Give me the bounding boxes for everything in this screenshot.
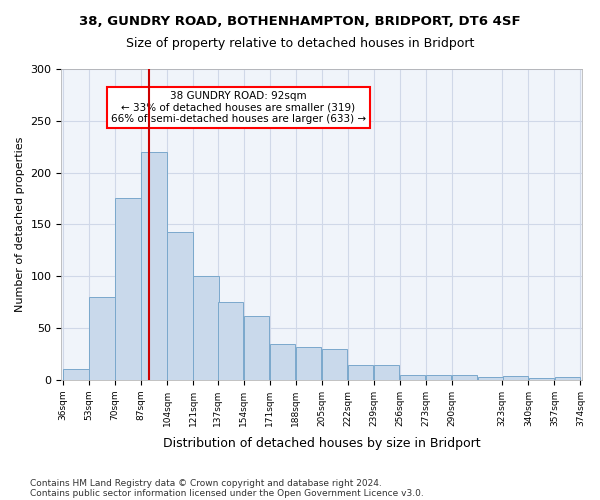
Bar: [400, 374, 425, 380]
Text: 38, GUNDRY ROAD, BOTHENHAMPTON, BRIDPORT, DT6 4SF: 38, GUNDRY ROAD, BOTHENHAMPTON, BRIDPORT…: [79, 15, 521, 28]
Text: Contains HM Land Registry data © Crown copyright and database right 2024.: Contains HM Land Registry data © Crown c…: [30, 478, 382, 488]
Bar: [503, 376, 528, 380]
Text: Contains public sector information licensed under the Open Government Licence v3: Contains public sector information licen…: [30, 488, 424, 498]
Bar: [142, 152, 167, 380]
X-axis label: Distribution of detached houses by size in Bridport: Distribution of detached houses by size …: [163, 437, 481, 450]
Bar: [64, 370, 89, 380]
Bar: [244, 316, 269, 380]
Bar: [478, 376, 503, 380]
Bar: [426, 374, 451, 380]
Text: Size of property relative to detached houses in Bridport: Size of property relative to detached ho…: [126, 38, 474, 51]
Y-axis label: Number of detached properties: Number of detached properties: [15, 136, 25, 312]
Bar: [218, 302, 243, 380]
Bar: [193, 276, 218, 380]
Bar: [322, 348, 347, 380]
Bar: [296, 346, 321, 380]
Bar: [115, 198, 140, 380]
Bar: [348, 366, 373, 380]
Bar: [89, 297, 115, 380]
Bar: [452, 374, 478, 380]
Bar: [529, 378, 554, 380]
Bar: [374, 366, 400, 380]
Bar: [167, 232, 193, 380]
Text: 38 GUNDRY ROAD: 92sqm
← 33% of detached houses are smaller (319)
66% of semi-det: 38 GUNDRY ROAD: 92sqm ← 33% of detached …: [111, 91, 366, 124]
Bar: [554, 376, 580, 380]
Bar: [270, 344, 295, 380]
